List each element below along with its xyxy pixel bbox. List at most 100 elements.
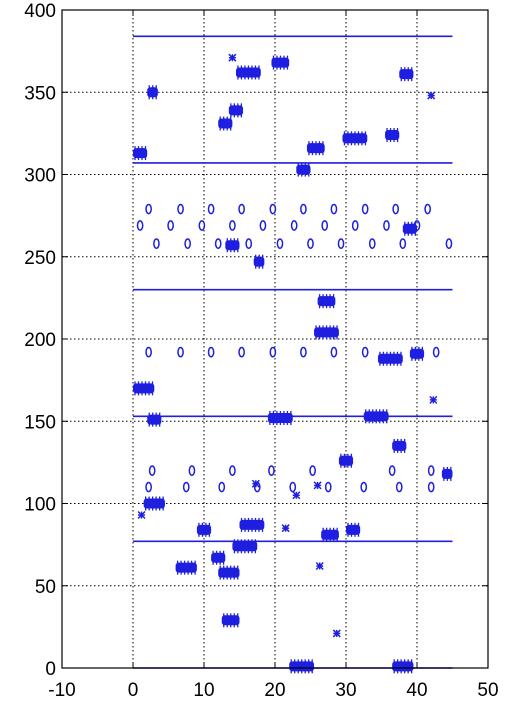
oval-mark bbox=[324, 481, 332, 493]
y-tick-label: 250 bbox=[24, 248, 56, 269]
y-tick-label: 400 bbox=[24, 1, 56, 22]
oval-mark bbox=[368, 238, 376, 249]
oval-mark bbox=[182, 481, 190, 493]
x-tick-label: 40 bbox=[406, 680, 427, 701]
star-mark bbox=[427, 91, 436, 100]
oval-mark bbox=[307, 238, 314, 249]
oval-mark bbox=[136, 220, 144, 231]
star-mark bbox=[332, 629, 341, 638]
block-mark bbox=[133, 381, 155, 396]
oval-mark bbox=[207, 346, 215, 358]
oval-mark bbox=[177, 203, 184, 215]
oval-mark bbox=[330, 203, 338, 215]
block-mark bbox=[232, 539, 258, 554]
block-mark bbox=[147, 412, 162, 427]
star-mark bbox=[137, 510, 146, 520]
oval-mark bbox=[392, 203, 400, 215]
oval-mark bbox=[253, 481, 261, 493]
star-mark bbox=[228, 53, 237, 62]
oval-mark bbox=[360, 481, 368, 493]
block-mark bbox=[218, 565, 240, 580]
block-mark bbox=[218, 116, 233, 131]
oval-mark bbox=[321, 220, 329, 231]
oval-mark bbox=[361, 346, 369, 358]
block-mark bbox=[399, 67, 414, 82]
block-mark bbox=[289, 659, 315, 674]
oval-mark bbox=[218, 481, 226, 493]
oval-mark bbox=[427, 465, 435, 476]
block-mark bbox=[317, 294, 336, 309]
y-tick-label: 200 bbox=[24, 330, 56, 351]
block-mark bbox=[271, 55, 290, 70]
x-tick-label: 0 bbox=[128, 680, 139, 701]
oval-mark bbox=[207, 203, 215, 215]
block-mark bbox=[235, 65, 261, 80]
oval-mark bbox=[229, 220, 236, 231]
block-mark bbox=[133, 146, 148, 161]
block-mark bbox=[147, 85, 158, 100]
block-mark bbox=[321, 527, 339, 542]
block-mark bbox=[239, 517, 265, 532]
block-mark bbox=[441, 466, 453, 481]
x-tick-label: 50 bbox=[477, 680, 498, 701]
block-mark bbox=[338, 453, 354, 468]
block-mark bbox=[314, 325, 339, 340]
block-mark bbox=[253, 254, 265, 269]
oval-mark bbox=[188, 465, 196, 476]
oval-mark bbox=[268, 465, 275, 476]
block-mark bbox=[175, 560, 197, 575]
oval-mark bbox=[351, 220, 359, 231]
oval-mark bbox=[229, 465, 236, 476]
oval-mark bbox=[269, 203, 277, 215]
block-markers bbox=[133, 55, 453, 674]
oval-mark bbox=[399, 238, 407, 249]
block-mark bbox=[228, 103, 244, 118]
star-mark bbox=[429, 395, 438, 404]
block-mark bbox=[225, 238, 240, 253]
block-mark bbox=[392, 438, 407, 453]
oval-mark bbox=[153, 238, 160, 249]
oval-mark bbox=[427, 481, 435, 493]
star-markers bbox=[137, 53, 438, 638]
oval-mark bbox=[198, 220, 206, 231]
block-mark bbox=[143, 496, 165, 511]
block-mark bbox=[267, 410, 293, 425]
oval-mark bbox=[330, 346, 338, 358]
oval-mark bbox=[177, 346, 184, 358]
oval-mark bbox=[290, 220, 298, 231]
star-mark bbox=[292, 491, 301, 500]
oval-mark bbox=[432, 346, 440, 358]
block-mark bbox=[409, 346, 425, 361]
oval-mark bbox=[214, 238, 222, 249]
y-tick-label: 100 bbox=[24, 495, 56, 516]
x-tick-label: 20 bbox=[264, 680, 285, 701]
block-mark bbox=[196, 522, 212, 537]
oval-mark bbox=[148, 465, 156, 476]
block-mark bbox=[211, 550, 226, 565]
block-mark bbox=[377, 351, 403, 366]
oval-mark bbox=[383, 220, 390, 231]
oval-mark bbox=[388, 465, 396, 476]
oval-mark bbox=[269, 346, 277, 358]
block-mark bbox=[346, 522, 361, 537]
oval-mark bbox=[395, 481, 403, 493]
block-mark bbox=[342, 131, 368, 146]
oval-mark bbox=[424, 203, 431, 215]
block-mark bbox=[221, 613, 240, 628]
oval-mark bbox=[245, 238, 253, 249]
grid bbox=[62, 10, 488, 668]
block-mark bbox=[296, 162, 311, 177]
y-tick-label: 350 bbox=[24, 83, 56, 104]
oval-mark bbox=[167, 220, 174, 231]
y-tick-label: 0 bbox=[45, 659, 56, 680]
oval-mark bbox=[276, 238, 284, 249]
star-mark bbox=[281, 524, 290, 533]
oval-mark bbox=[361, 203, 369, 215]
y-tick-label: 300 bbox=[24, 166, 56, 187]
oval-markers bbox=[136, 203, 453, 493]
block-mark bbox=[402, 221, 417, 236]
oval-mark bbox=[300, 203, 307, 215]
block-mark bbox=[385, 128, 400, 143]
oval-mark bbox=[337, 238, 345, 249]
